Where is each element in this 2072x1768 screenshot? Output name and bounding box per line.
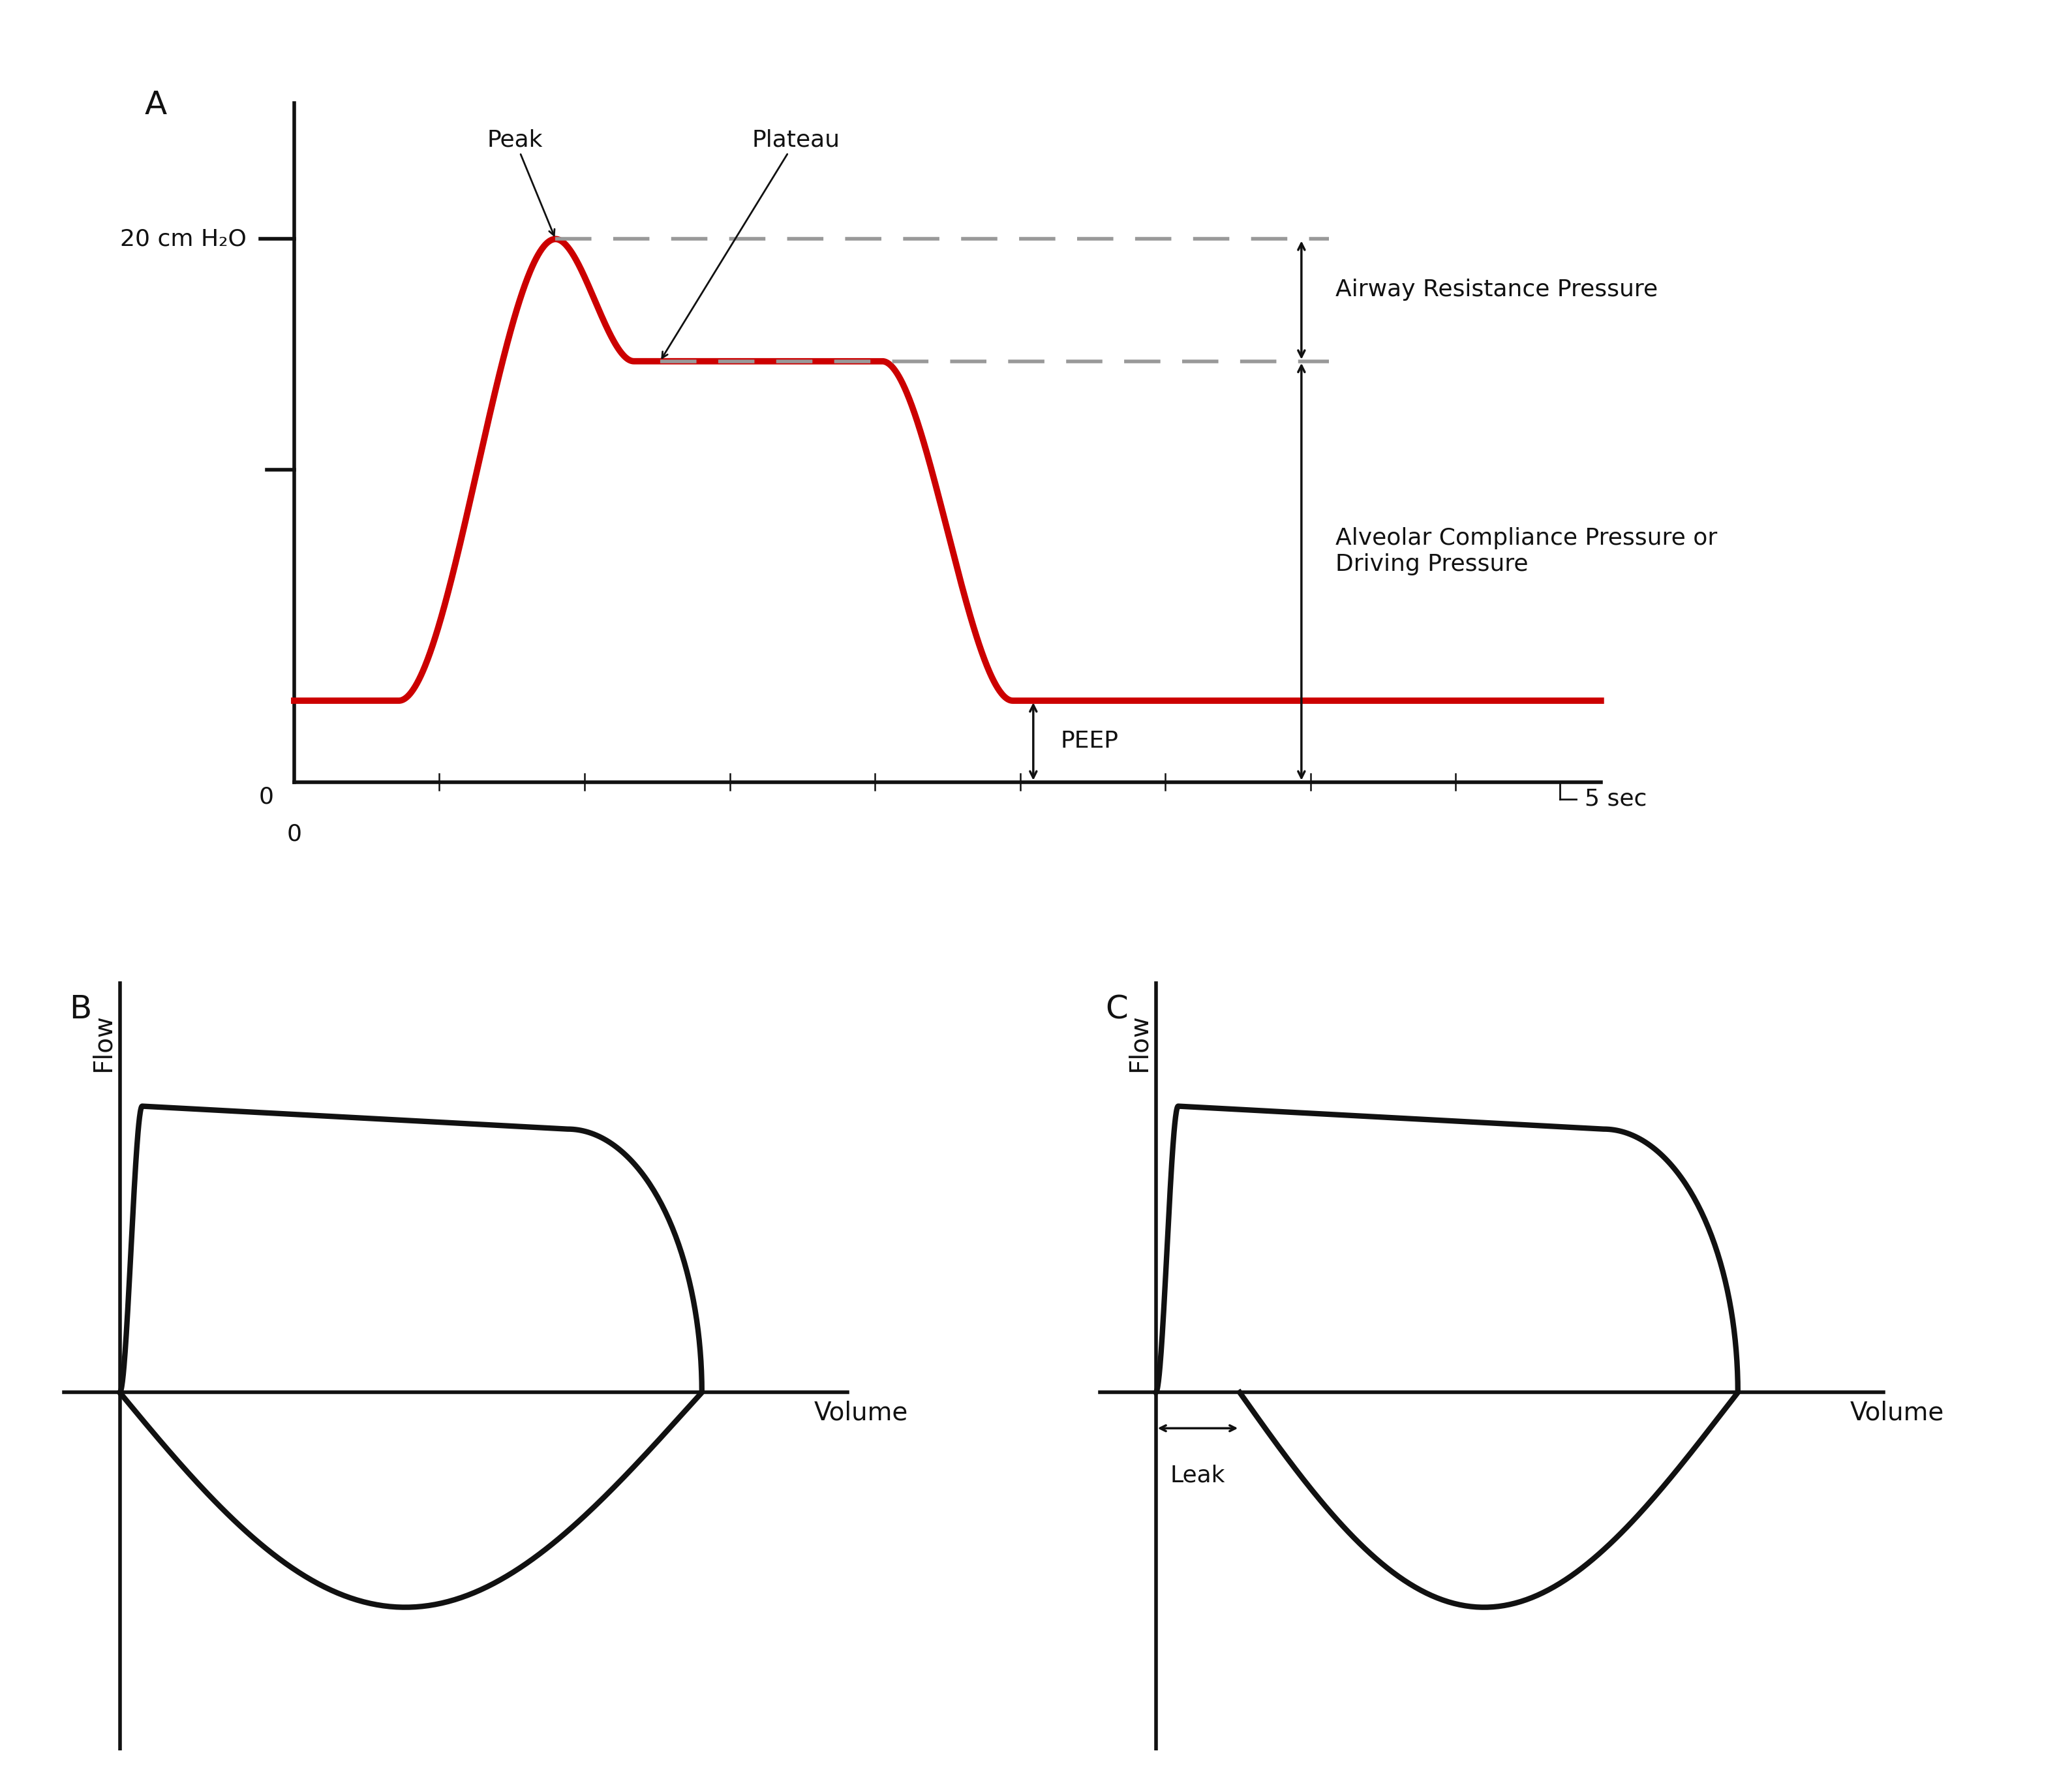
Text: Volume: Volume	[814, 1400, 908, 1425]
Text: Peak: Peak	[487, 129, 555, 235]
Text: 0: 0	[259, 785, 274, 808]
Text: Volume: Volume	[1850, 1400, 1944, 1425]
Text: 0: 0	[286, 822, 303, 845]
Text: B: B	[70, 994, 91, 1025]
Text: 5 sec: 5 sec	[1585, 789, 1647, 810]
Text: Leak: Leak	[1171, 1464, 1225, 1487]
Text: 20 cm H₂O: 20 cm H₂O	[120, 228, 247, 249]
Text: Plateau: Plateau	[663, 129, 841, 357]
Text: Airway Resistance Pressure: Airway Resistance Pressure	[1336, 279, 1658, 301]
Text: C: C	[1106, 994, 1127, 1025]
Text: A: A	[145, 90, 166, 120]
Text: Flow: Flow	[91, 1015, 116, 1071]
Text: Alveolar Compliance Pressure or
Driving Pressure: Alveolar Compliance Pressure or Driving …	[1336, 527, 1718, 575]
Text: Flow: Flow	[1127, 1015, 1152, 1071]
Text: PEEP: PEEP	[1061, 730, 1119, 753]
